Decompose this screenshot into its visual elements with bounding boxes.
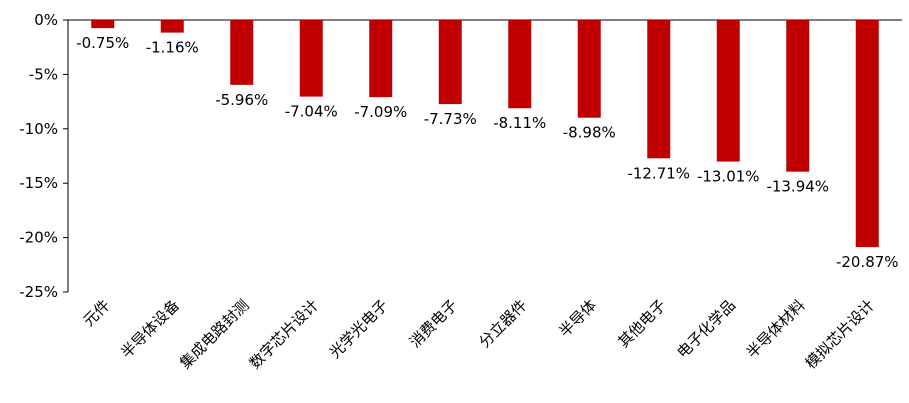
data-label: -7.73% [424,110,477,128]
data-label: -7.09% [354,103,407,121]
bar [786,20,810,172]
category-label: 电子化学品 [673,296,739,362]
y-tick-label: -15% [19,174,58,192]
data-label: -12.71% [627,164,690,182]
bar [160,20,184,33]
y-tick-label: -20% [19,229,58,247]
data-label: -1.16% [146,39,199,57]
bar [508,20,532,109]
bar [716,20,740,162]
data-label: -13.01% [697,168,760,186]
bar [855,20,879,248]
category-label: 数字芯片设计 [246,296,322,372]
data-label: -0.75% [76,34,129,52]
bar [577,20,601,118]
category-label: 半导体材料 [743,296,809,362]
y-tick-label: 0% [34,11,58,29]
category-label: 分立器件 [475,296,530,351]
category-label: 元件 [80,296,114,330]
bar [438,20,462,105]
bar [647,20,671,159]
y-tick-label: -10% [19,120,58,138]
category-labels: 元件 半导体设备集成电路封测数字芯片设计 光学光电子 消费电子 分立器件 半导体 其他电子电… [80,296,878,372]
y-tick-label: -5% [29,65,58,83]
category-label: 光学光电子 [326,296,392,362]
category-label: 模拟芯片设计 [802,296,878,372]
bar [299,20,323,97]
data-label: -13.94% [766,178,829,196]
bar [91,20,115,29]
axes: 0% -5% -10% -15% -20% -25% [19,11,902,301]
category-label: 半导体设备 [117,296,183,362]
data-label: -20.87% [836,253,899,271]
data-label: -7.04% [285,103,338,121]
category-label: 半导体 [556,296,601,341]
bars [91,20,879,248]
bar [369,20,393,98]
data-label: -8.98% [563,124,616,142]
bar [230,20,254,85]
category-label: 其他电子 [614,296,669,351]
data-labels: -0.75% -1.16% -5.96% -7.04% -7.09% -7.73% -8.1… [76,34,898,271]
category-label: 集成电路封测 [176,296,252,372]
data-label: -8.11% [493,114,546,132]
y-tick-label: -25% [19,283,58,301]
data-label: -5.96% [215,91,268,109]
category-label: 消费电子 [406,296,461,351]
